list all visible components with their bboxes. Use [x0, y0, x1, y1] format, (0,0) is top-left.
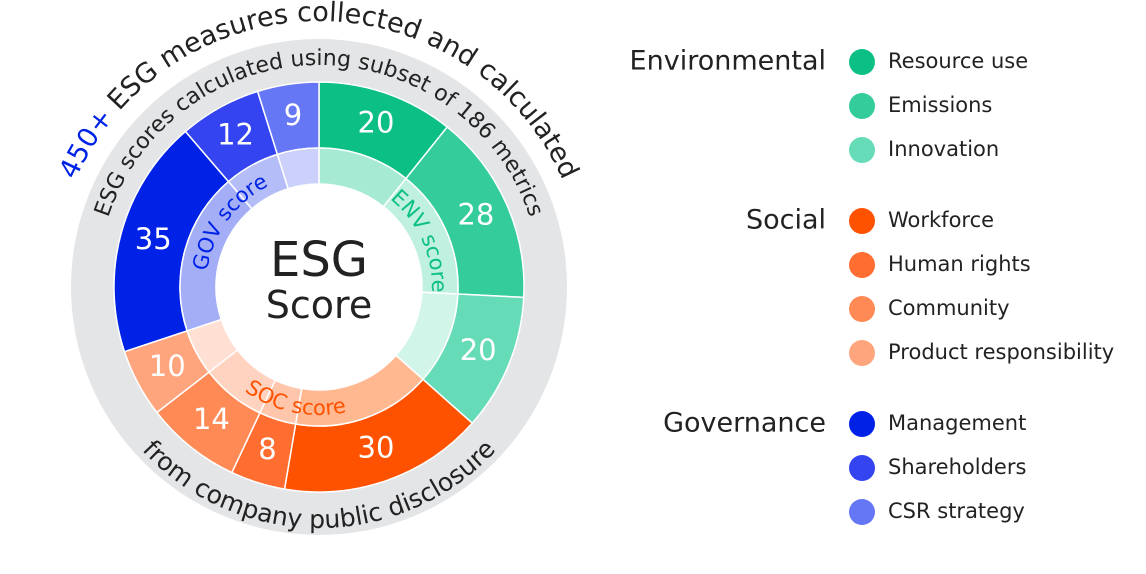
legend-swatch [849, 455, 875, 481]
legend-label: Management [888, 411, 1026, 435]
legend-group: Social [746, 205, 826, 236]
legend-swatch [849, 499, 875, 525]
value-label: 20 [358, 106, 395, 140]
center-label: ESG [270, 232, 368, 288]
value-label: 12 [217, 118, 254, 152]
legend-label: Resource use [888, 49, 1028, 73]
legend-group: Environmental [630, 46, 826, 77]
value-label: 30 [358, 430, 395, 464]
legend-swatch [849, 93, 875, 119]
legend-swatch [849, 137, 875, 163]
legend-swatch [849, 340, 875, 366]
legend-label: Workforce [888, 208, 994, 232]
center-label: Score [266, 283, 372, 327]
value-label: 10 [149, 349, 186, 383]
legend-swatch [849, 296, 875, 322]
value-label: 28 [457, 198, 494, 232]
legend-label: Emissions [888, 93, 992, 117]
value-label: 8 [258, 432, 276, 466]
legend-swatch [849, 49, 875, 75]
legend-group: Governance [663, 408, 826, 439]
legend-label: Human rights [888, 252, 1031, 276]
legend-swatch [849, 208, 875, 234]
legend-label: Product responsibility [888, 340, 1114, 364]
legend-swatch [849, 252, 875, 278]
legend-swatch [849, 411, 875, 437]
value-label: 14 [193, 402, 230, 436]
value-label: 35 [135, 222, 172, 256]
legend-label: Shareholders [888, 455, 1026, 479]
legend-label: Community [888, 296, 1010, 320]
center-hole [216, 184, 422, 390]
legend-label: Innovation [888, 137, 999, 161]
value-label: 20 [460, 333, 497, 367]
value-label: 9 [284, 98, 302, 132]
legend-label: CSR strategy [888, 499, 1025, 523]
